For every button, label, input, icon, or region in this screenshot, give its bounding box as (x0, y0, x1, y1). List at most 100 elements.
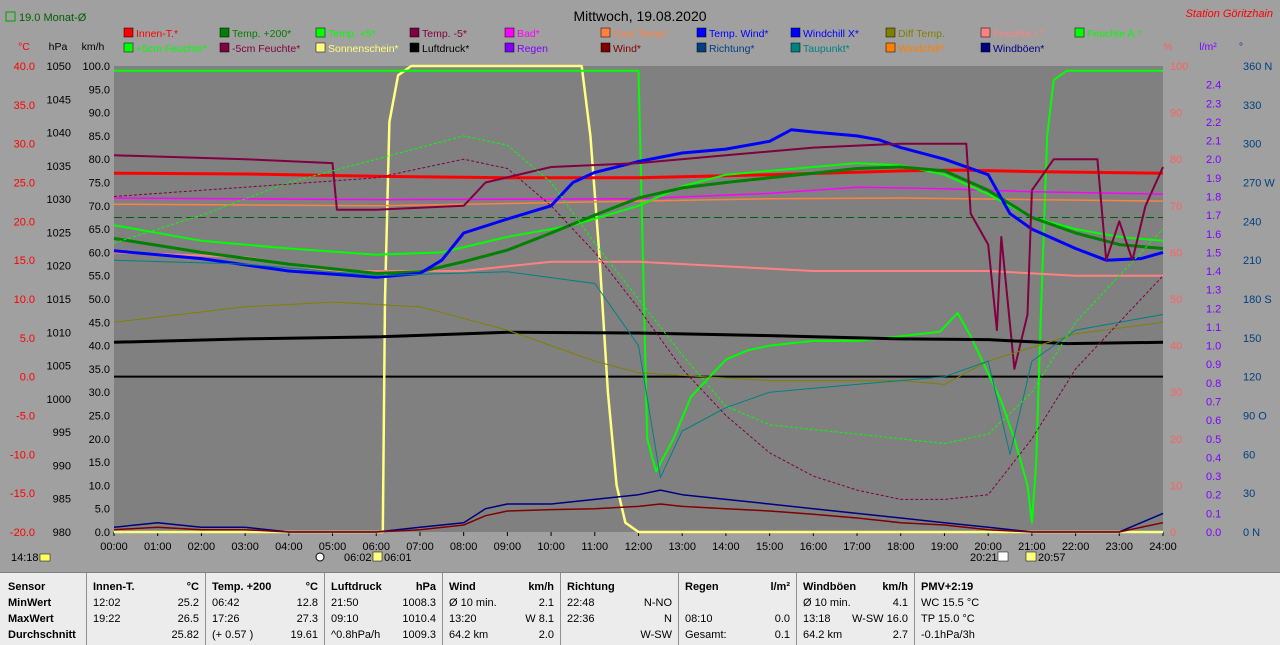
time-tick-label: 10:00 (537, 541, 565, 553)
legend-entry: Windchill* (898, 43, 944, 55)
stats-row-label: MinWert (8, 597, 52, 609)
axis-tick-label: 1.6 (1206, 229, 1221, 241)
stats-value: WC 15.5 °C (921, 597, 980, 609)
legend-entry: Diff Temp. (898, 28, 945, 40)
stats-value: 27.3 (296, 613, 318, 625)
axis-tick-label: 980 (53, 527, 71, 539)
legend-swatch (409, 42, 420, 53)
axis-tick-label: 95.0 (89, 84, 110, 96)
axis-tick-label: 0.1 (1206, 508, 1221, 520)
stats-header: Innen-T. (93, 581, 135, 593)
moon-phase-icon (315, 552, 325, 562)
weather-chart: Mittwoch, 19.08.2020 Station Göritzhain 19… (5, 8, 1275, 564)
axis-tick-label: 5.0 (95, 504, 110, 516)
axis-tick-label: 45.0 (89, 317, 110, 329)
axis-tick-label: 2.1 (1206, 136, 1221, 148)
legend-swatch (504, 42, 515, 53)
stats-col-richtung: Richtung 22:48 N-NO 22:36 N W-SW (561, 573, 679, 645)
axis-unit-label: km/h (82, 41, 105, 53)
stats-value: W-SW (640, 629, 672, 641)
stats-value: N-NO (643, 597, 672, 609)
stats-value: 26.5 (177, 613, 199, 625)
legend-swatch (600, 27, 611, 38)
stats-header: PMV+2:19 (921, 581, 974, 593)
time-tick-label: 01:00 (144, 541, 172, 553)
stats-time: ^0.8hPa/h (331, 629, 381, 641)
stats-value: 25.82 (171, 629, 199, 641)
time-tick-label: 20:00 (974, 541, 1002, 553)
axis-tick-label: 1025 (47, 227, 71, 239)
stats-unit: km/h (882, 581, 908, 593)
stats-value: 1008.3 (402, 597, 436, 609)
stats-time: 21:50 (331, 597, 359, 609)
stats-value: 2.0 (538, 629, 554, 641)
legend-swatch (123, 27, 134, 38)
wind-line (113, 503, 1164, 533)
legend-entry: Windböen* (993, 43, 1044, 55)
axis-tick-label: 1.5 (1206, 247, 1221, 259)
series-line (113, 330, 1164, 346)
series-line (113, 165, 1164, 275)
axis-unit-label: °C (18, 41, 30, 53)
stats-col-innen: Innen-T. °C 12:02 25.2 19:22 26.5 25.82 (87, 573, 206, 645)
stats-col-luftdruck: Luftdruck hPa 21:50 1008.3 09:10 1010.4 ^0.8hP… (325, 573, 443, 645)
axis-tick-label: 360 N (1243, 61, 1272, 73)
axis-tick-label: 240 (1243, 216, 1261, 228)
time-tick-label: 00:00 (100, 541, 128, 553)
axis-tick-label: -5.0 (16, 411, 35, 423)
marker-left-time: 14:18 (11, 552, 39, 564)
axis-tick-label: 50.0 (89, 294, 110, 306)
axis-tick-label: 0 N (1243, 527, 1260, 539)
stats-header: Luftdruck (331, 581, 382, 593)
time-tick-label: 17:00 (843, 541, 871, 553)
axis-tick-label: 1020 (47, 261, 71, 273)
axis-tick-label: 0.3 (1206, 471, 1221, 483)
axis-tick-label: 10.0 (89, 480, 110, 492)
stats-value: W 8.1 (525, 613, 554, 625)
axis-tick-label: 990 (53, 460, 71, 472)
legend-swatch (885, 42, 896, 53)
legend-entry: Richtung* (709, 43, 755, 55)
axis-tick-label: 90 O (1243, 411, 1267, 423)
stats-unit: km/h (528, 581, 554, 593)
stats-value: 25.2 (177, 597, 199, 609)
axis-tick-label: 70.0 (89, 201, 110, 213)
time-tick-label: 23:00 (1106, 541, 1134, 553)
stats-value: W-SW 16.0 (851, 613, 908, 625)
axis-unit-label: hPa (49, 41, 68, 53)
stats-value: 2.1 (538, 597, 554, 609)
axis-tick-label: 985 (53, 494, 71, 506)
legend-entry: Wind* (613, 43, 641, 55)
stats-time: 17:26 (212, 613, 240, 625)
axis-tick-label: 35.0 (89, 364, 110, 376)
series-line (113, 186, 1164, 201)
legend-entry: Innen-T.* (136, 28, 178, 40)
sunrise-time-2: 06:01 (384, 552, 412, 564)
stats-time: 09:10 (331, 613, 359, 625)
legend-entry: Feuchte A.* (1087, 28, 1141, 40)
legend-swatch (980, 27, 991, 38)
time-tick-label: 04:00 (275, 541, 303, 553)
legend-entry: Taupunkt* (803, 43, 850, 55)
axis-tick-label: 330 (1243, 100, 1261, 112)
legend-swatch (315, 42, 326, 53)
stats-row-label: Durchschnitt (8, 629, 76, 641)
time-tick-label: 15:00 (756, 541, 784, 553)
stats-row-label: MaxWert (8, 613, 54, 625)
axis-tick-label: 180 S (1243, 294, 1272, 306)
monthly-avg-icon (5, 11, 16, 22)
axis-tick-label: 1030 (47, 194, 71, 206)
time-tick-label: 06:00 (362, 541, 390, 553)
legend-entry: Gast Temp* (613, 28, 668, 40)
pressure-axis: 1050 1045 1040 1035 1030 1025 1020 1015 1010 1005… (47, 61, 71, 539)
time-tick-label: 11:00 (581, 541, 608, 553)
time-markers: 14:18 06:02 06:01 20:21 20:57 (11, 551, 1066, 564)
axis-tick-label: 80.0 (89, 154, 110, 166)
stats-header: Richtung (567, 581, 615, 593)
axis-tick-label: 1.1 (1206, 322, 1221, 334)
time-tick-label: 22:00 (1062, 541, 1090, 553)
stats-time: 12:02 (93, 597, 121, 609)
axis-tick-label: 1005 (47, 361, 71, 373)
stats-value: -0.1hPa/3h (921, 629, 975, 641)
